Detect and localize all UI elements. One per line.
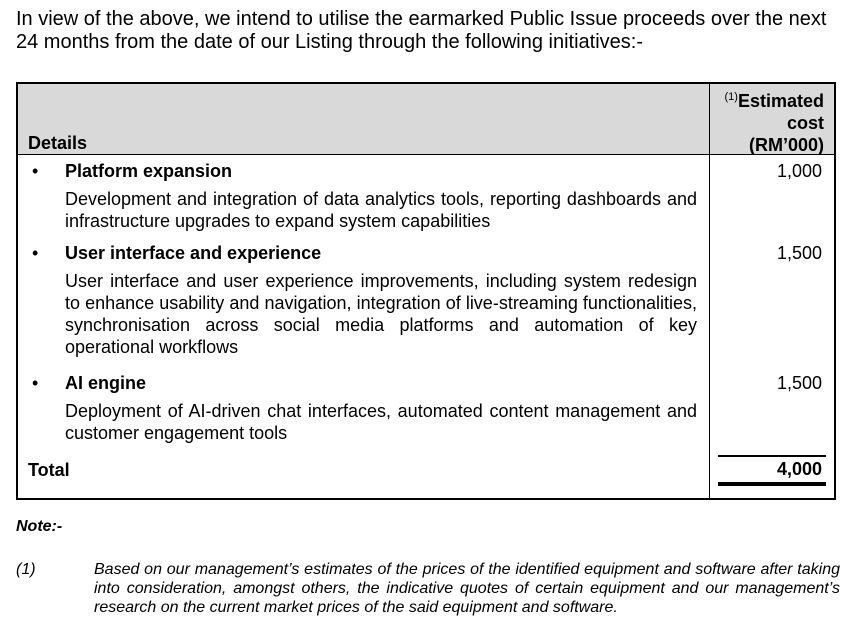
header-details: Details — [28, 133, 88, 153]
row-description: Development and integration of data anal… — [65, 189, 697, 231]
row-cost: 1,500 — [776, 243, 822, 263]
bullet-icon: • — [32, 161, 39, 181]
row-cost: 1,500 — [776, 373, 822, 393]
header-cost-line3: (RM’000) — [748, 135, 824, 155]
column-divider — [709, 84, 710, 498]
proceeds-table: Details (1)Estimated cost (RM’000) • Pla… — [16, 82, 836, 500]
header-cost: (1)Estimated cost (RM’000) — [725, 86, 824, 156]
header-cost-line1: Estimated — [737, 91, 824, 111]
footnote-marker: (1) — [724, 91, 738, 103]
intro-paragraph: In view of the above, we intend to utili… — [16, 8, 827, 53]
row-title: AI engine — [65, 373, 147, 393]
row-description: User interface and user experience impro… — [65, 271, 697, 357]
row-title: Platform expansion — [65, 161, 233, 181]
total-value: 4,000 — [776, 459, 822, 479]
bullet-icon: • — [32, 373, 39, 393]
row-title: User interface and experience — [65, 243, 322, 263]
table-header — [18, 84, 834, 155]
note-number: (1) — [16, 561, 36, 578]
row-cost: 1,000 — [776, 161, 822, 181]
total-label: Total — [28, 460, 70, 480]
bullet-icon: • — [32, 243, 39, 263]
total-top-rule — [718, 455, 826, 457]
row-description: Deployment of AI-driven chat interfaces,… — [65, 401, 697, 443]
total-double-rule — [718, 482, 826, 486]
note-text: Based on our management’s estimates of t… — [94, 561, 840, 616]
note-heading: Note:- — [16, 518, 63, 535]
header-cost-line2: cost — [786, 113, 824, 133]
